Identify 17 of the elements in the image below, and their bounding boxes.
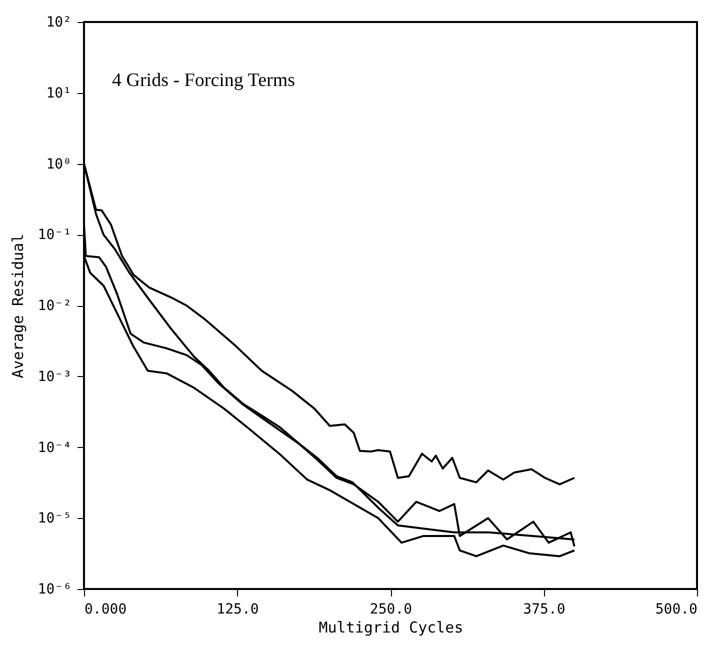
x-axis-title: Multigrid Cycles	[318, 618, 464, 636]
y-tick-label: 10¹	[46, 85, 72, 102]
x-tick-label: 375.0	[523, 602, 566, 618]
x-tick-label: 125.0	[216, 602, 259, 618]
y-tick-label: 10⁻⁶	[38, 582, 72, 598]
annotation: 4 Grids - Forcing Terms	[112, 70, 296, 91]
y-tick-label: 10⁻¹	[38, 227, 72, 244]
y-tick-label: 10⁻³	[38, 368, 72, 385]
y-tick-label: 10²	[46, 14, 72, 30]
y-tick-label: 10⁻⁵	[38, 510, 72, 527]
y-tick-label: 10⁰	[46, 156, 72, 172]
x-tick-label: 500.0	[655, 602, 698, 618]
y-axis-title: Average Residual	[8, 234, 27, 378]
y-tick-label: 10⁻²	[38, 298, 72, 314]
x-tick-label: 0.000	[84, 602, 127, 618]
x-tick-label: 250.0	[370, 602, 412, 618]
y-tick-label: 10⁻⁴	[38, 440, 72, 456]
